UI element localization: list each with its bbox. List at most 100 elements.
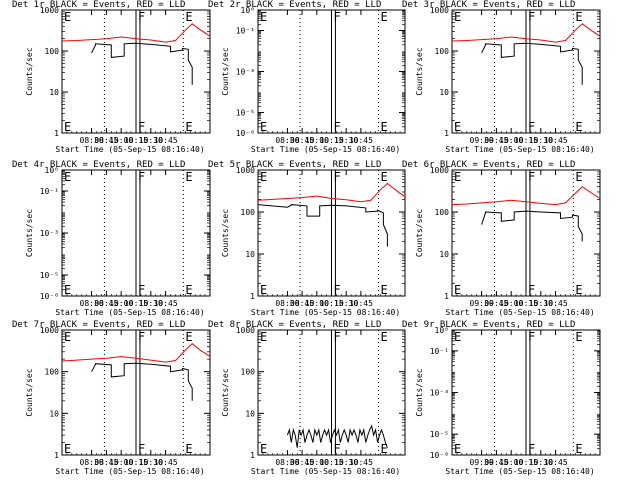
y-tick-label: 1 bbox=[54, 451, 59, 460]
x-tick-label: 09:45 bbox=[484, 458, 508, 467]
x-tick-label: 08:30 bbox=[275, 458, 299, 467]
y-axis-label: Counts/sec bbox=[415, 368, 424, 416]
event-marker-bottom: F bbox=[333, 442, 340, 456]
y-tick-label: 10⁻³ bbox=[40, 229, 59, 238]
x-tick-label: 08:30 bbox=[275, 136, 299, 145]
x-tick-label: 10:15 bbox=[319, 458, 343, 467]
lld-series-line bbox=[451, 186, 601, 206]
event-marker-top: F bbox=[333, 170, 340, 184]
events-series-line bbox=[257, 204, 388, 247]
x-tick-label: 10:45 bbox=[349, 299, 373, 308]
x-tick-label: 10:30 bbox=[334, 299, 358, 308]
event-marker-bottom: E bbox=[454, 442, 461, 456]
y-tick-label: 1000 bbox=[40, 6, 59, 15]
chart-title: Det 6r BLACK = Events, RED = LLD bbox=[402, 160, 575, 170]
x-tick-label: 10:45 bbox=[544, 299, 568, 308]
y-tick-label: 1 bbox=[54, 129, 59, 138]
x-tick-label: 08:45 bbox=[290, 136, 314, 145]
event-marker-bottom: E bbox=[260, 442, 267, 456]
y-tick-label: 10 bbox=[245, 250, 255, 259]
x-tick-label: 10:30 bbox=[139, 299, 163, 308]
x-tick-label: 10:30 bbox=[139, 458, 163, 467]
y-tick-label: 10⁰ bbox=[435, 326, 449, 335]
event-marker-top: F bbox=[138, 170, 145, 184]
event-marker-top: F bbox=[528, 330, 535, 344]
y-axis-label: Counts/sec bbox=[25, 209, 34, 257]
event-marker-bottom: E bbox=[454, 120, 461, 134]
x-tick-label: 10:45 bbox=[154, 458, 178, 467]
chart-title: Det 1r BLACK = Events, RED = LLD bbox=[12, 0, 185, 10]
x-axis-label: Start Time (05-Sep-15 08:16:40) bbox=[251, 467, 400, 476]
event-marker-top: E bbox=[575, 170, 582, 184]
x-tick-label: 08:45 bbox=[94, 136, 118, 145]
x-tick-label: 08:30 bbox=[275, 299, 299, 308]
chart-panel: Det 3r BLACK = Events, RED = LLD 1 10 100 10… bbox=[402, 0, 601, 154]
x-axis-label: Start Time (05-Sep-15 08:16:40) bbox=[55, 308, 204, 317]
y-tick-label: 10 bbox=[49, 88, 59, 97]
event-marker-bottom: E bbox=[575, 442, 582, 456]
y-tick-label: 10⁻¹ bbox=[40, 187, 59, 196]
chart-title: Det 4r BLACK = Events, RED = LLD bbox=[12, 160, 185, 170]
event-marker-bottom: E bbox=[185, 283, 192, 297]
x-tick-label: 10:30 bbox=[334, 458, 358, 467]
x-tick-label: 10:15 bbox=[124, 458, 148, 467]
x-tick-label: 10:30 bbox=[529, 299, 553, 308]
chart-title: Det 9r BLACK = Events, RED = LLD bbox=[402, 320, 575, 330]
x-tick-label: 10:15 bbox=[514, 136, 538, 145]
events-series-line bbox=[91, 42, 193, 85]
y-tick-label: 10⁻⁵ bbox=[236, 109, 255, 118]
x-axis-label: Start Time (05-Sep-15 08:16:40) bbox=[445, 467, 594, 476]
x-tick-label: 10:15 bbox=[124, 299, 148, 308]
event-marker-bottom: E bbox=[260, 283, 267, 297]
x-tick-label: 10:00 bbox=[305, 136, 329, 145]
chart-panel: Det 7r BLACK = Events, RED = LLD 1 10 100 10… bbox=[12, 320, 211, 476]
x-tick-label: 10:00 bbox=[305, 458, 329, 467]
y-tick-label: 1 bbox=[444, 129, 449, 138]
event-marker-bottom: E bbox=[185, 120, 192, 134]
event-marker-bottom: E bbox=[381, 442, 388, 456]
x-tick-label: 08:45 bbox=[290, 458, 314, 467]
x-tick-label: 10:00 bbox=[305, 299, 329, 308]
x-axis-label: Start Time (05-Sep-15 08:16:40) bbox=[251, 308, 400, 317]
x-tick-label: 10:45 bbox=[154, 299, 178, 308]
y-tick-label: 10⁻⁶ bbox=[430, 451, 449, 460]
y-axis-label: Counts/sec bbox=[415, 209, 424, 257]
y-tick-label: 100 bbox=[241, 368, 256, 377]
event-marker-top: E bbox=[260, 170, 267, 184]
event-marker-top: E bbox=[64, 10, 71, 24]
x-tick-label: 10:45 bbox=[349, 458, 373, 467]
event-marker-bottom: E bbox=[575, 283, 582, 297]
y-tick-label: 10⁰ bbox=[241, 6, 255, 15]
x-axis-label: Start Time (05-Sep-15 08:16:40) bbox=[445, 145, 594, 154]
y-tick-label: 10⁻⁵ bbox=[40, 271, 59, 280]
event-marker-top: E bbox=[381, 330, 388, 344]
event-marker-bottom: E bbox=[260, 120, 267, 134]
event-marker-top: E bbox=[64, 170, 71, 184]
event-marker-top: E bbox=[381, 10, 388, 24]
x-tick-label: 10:30 bbox=[529, 458, 553, 467]
y-tick-label: 10⁻⁶ bbox=[40, 292, 59, 301]
y-tick-label: 10⁻⁵ bbox=[430, 430, 449, 439]
x-tick-label: 08:45 bbox=[94, 299, 118, 308]
y-tick-label: 1 bbox=[250, 292, 255, 301]
x-tick-label: 08:45 bbox=[290, 299, 314, 308]
x-tick-label: 10:45 bbox=[154, 136, 178, 145]
lld-series-line bbox=[451, 23, 601, 43]
y-tick-label: 10⁻¹ bbox=[236, 27, 255, 36]
x-tick-label: 08:30 bbox=[80, 458, 104, 467]
x-tick-label: 09:30 bbox=[470, 136, 494, 145]
event-marker-top: F bbox=[528, 170, 535, 184]
y-tick-label: 10⁻⁶ bbox=[236, 129, 255, 138]
events-series-line bbox=[481, 210, 583, 242]
event-marker-top: E bbox=[381, 170, 388, 184]
chart-panel: Det 5r BLACK = Events, RED = LLD 1 10 100 10… bbox=[208, 160, 406, 317]
x-tick-label: 10:00 bbox=[109, 458, 133, 467]
event-marker-bottom: E bbox=[381, 283, 388, 297]
event-marker-bottom: F bbox=[138, 120, 145, 134]
event-marker-top: E bbox=[575, 10, 582, 24]
event-marker-top: E bbox=[454, 10, 461, 24]
y-tick-label: 100 bbox=[45, 368, 60, 377]
x-tick-label: 10:00 bbox=[109, 299, 133, 308]
